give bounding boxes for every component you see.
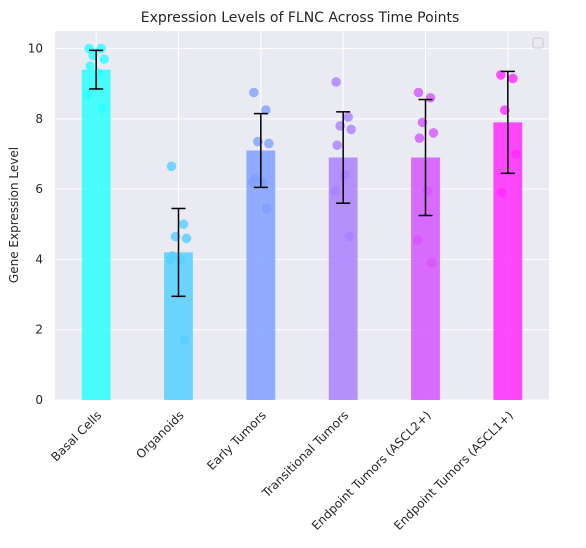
data-point <box>261 105 271 115</box>
data-point <box>97 103 107 114</box>
data-point <box>93 68 103 78</box>
data-point <box>412 235 423 245</box>
data-point <box>344 231 354 242</box>
chart-title: Expression Levels of FLNC Across Time Po… <box>141 10 460 26</box>
data-point <box>99 54 109 64</box>
bar <box>246 150 276 400</box>
data-point <box>511 149 521 159</box>
data-point <box>330 186 340 196</box>
data-point <box>340 170 350 180</box>
data-point <box>422 186 433 196</box>
bars <box>81 69 523 401</box>
data-point <box>262 203 272 214</box>
data-point <box>181 233 192 244</box>
data-point <box>83 89 93 100</box>
data-point <box>426 258 437 268</box>
x-tick-label: Organoids <box>133 408 186 461</box>
data-point <box>264 138 274 149</box>
data-point <box>496 70 506 80</box>
data-point <box>413 87 424 98</box>
data-point <box>428 128 439 138</box>
error-bars <box>89 49 515 298</box>
data-point <box>178 219 189 230</box>
data-point <box>414 133 425 143</box>
data-point <box>346 124 356 135</box>
data-point <box>175 254 186 265</box>
y-tick-label: 10 <box>28 42 43 56</box>
x-tick-label: Early Tumors <box>204 408 269 473</box>
data-point <box>165 254 176 265</box>
plot-area <box>55 31 549 400</box>
data-point <box>166 161 177 172</box>
y-tick-label: 4 <box>35 252 43 266</box>
x-tick-label: Transitional Tumors <box>259 408 352 501</box>
y-tick-label: 8 <box>35 112 43 126</box>
data-point <box>258 177 268 187</box>
data-point <box>331 77 341 87</box>
data-point <box>249 87 259 98</box>
y-tick-label: 6 <box>35 182 43 196</box>
bar <box>81 69 111 401</box>
data-point <box>343 112 353 122</box>
y-tick-label: 0 <box>35 393 43 407</box>
y-axis-label: Gene Expression Level <box>7 147 21 283</box>
x-tick-label: Basal Cells <box>48 408 104 464</box>
data-point <box>96 43 106 54</box>
data-point <box>332 140 342 151</box>
data-point <box>425 92 436 103</box>
data-point <box>497 187 507 198</box>
legend-box <box>532 37 544 49</box>
data-point <box>85 61 95 71</box>
data-point <box>179 335 190 346</box>
data-point <box>248 177 258 187</box>
data-point <box>508 73 518 84</box>
y-tick-label: 2 <box>35 323 43 337</box>
